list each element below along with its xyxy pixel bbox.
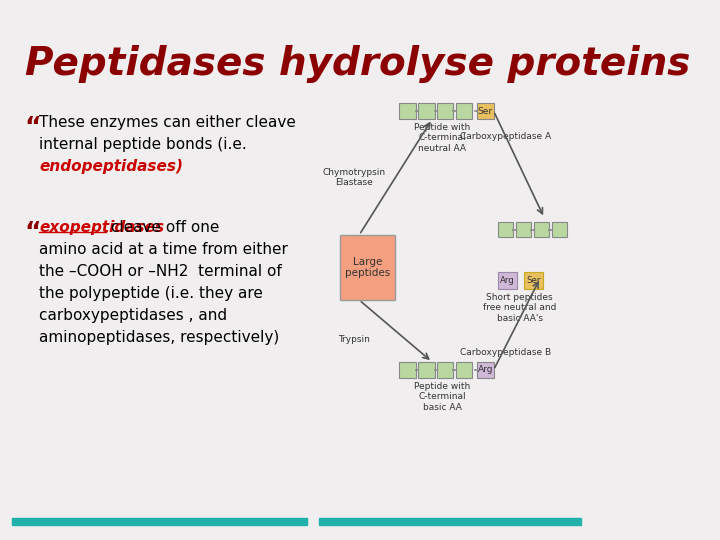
FancyBboxPatch shape bbox=[400, 103, 416, 119]
FancyBboxPatch shape bbox=[516, 222, 531, 237]
FancyBboxPatch shape bbox=[534, 222, 549, 237]
Text: amino acid at a time from either: amino acid at a time from either bbox=[40, 242, 288, 257]
FancyBboxPatch shape bbox=[456, 103, 472, 119]
Text: the –COOH or –NH2  terminal of: the –COOH or –NH2 terminal of bbox=[40, 264, 282, 279]
FancyBboxPatch shape bbox=[477, 103, 494, 119]
Text: Carboxypeptidase B: Carboxypeptidase B bbox=[460, 348, 552, 357]
FancyBboxPatch shape bbox=[498, 272, 516, 289]
Text: Peptide with
C-terminal
basic AA: Peptide with C-terminal basic AA bbox=[414, 382, 470, 412]
Text: Trypsin: Trypsin bbox=[338, 335, 369, 344]
Text: Ser: Ser bbox=[526, 276, 541, 285]
FancyBboxPatch shape bbox=[418, 103, 435, 119]
Text: Chymotrypsin
Elastase: Chymotrypsin Elastase bbox=[322, 168, 385, 187]
FancyBboxPatch shape bbox=[524, 272, 543, 289]
Text: Short peptides
free neutral and
basic AA's: Short peptides free neutral and basic AA… bbox=[483, 293, 557, 323]
Text: cleave off one: cleave off one bbox=[107, 220, 220, 235]
FancyBboxPatch shape bbox=[498, 222, 513, 237]
Text: internal peptide bonds (i.e.: internal peptide bonds (i.e. bbox=[40, 137, 247, 152]
Text: Carboxypeptidase A: Carboxypeptidase A bbox=[460, 132, 552, 141]
Text: the polypeptide (i.e. they are: the polypeptide (i.e. they are bbox=[40, 286, 264, 301]
Bar bbox=[12, 518, 307, 525]
Text: exopeptidases: exopeptidases bbox=[40, 220, 164, 235]
Bar bbox=[319, 518, 581, 525]
Text: Ser: Ser bbox=[478, 106, 493, 116]
FancyBboxPatch shape bbox=[340, 235, 395, 300]
Text: “: “ bbox=[24, 220, 41, 244]
Text: Arg: Arg bbox=[477, 366, 493, 375]
FancyBboxPatch shape bbox=[437, 103, 454, 119]
FancyBboxPatch shape bbox=[400, 362, 416, 378]
Text: Peptide with
C-terminal
neutral AA: Peptide with C-terminal neutral AA bbox=[414, 123, 470, 153]
FancyBboxPatch shape bbox=[552, 222, 567, 237]
FancyBboxPatch shape bbox=[477, 362, 494, 378]
Text: aminopeptidases, respectively): aminopeptidases, respectively) bbox=[40, 330, 279, 345]
Text: “: “ bbox=[24, 115, 41, 139]
Text: These enzymes can either cleave: These enzymes can either cleave bbox=[40, 115, 296, 130]
FancyBboxPatch shape bbox=[437, 362, 454, 378]
Text: Arg: Arg bbox=[500, 276, 515, 285]
Text: Peptidases hydrolyse proteins: Peptidases hydrolyse proteins bbox=[24, 45, 690, 83]
FancyBboxPatch shape bbox=[418, 362, 435, 378]
FancyBboxPatch shape bbox=[456, 362, 472, 378]
Text: endopeptidases): endopeptidases) bbox=[40, 159, 184, 174]
Text: carboxypeptidases , and: carboxypeptidases , and bbox=[40, 308, 228, 323]
Text: Large
peptides: Large peptides bbox=[345, 256, 390, 278]
